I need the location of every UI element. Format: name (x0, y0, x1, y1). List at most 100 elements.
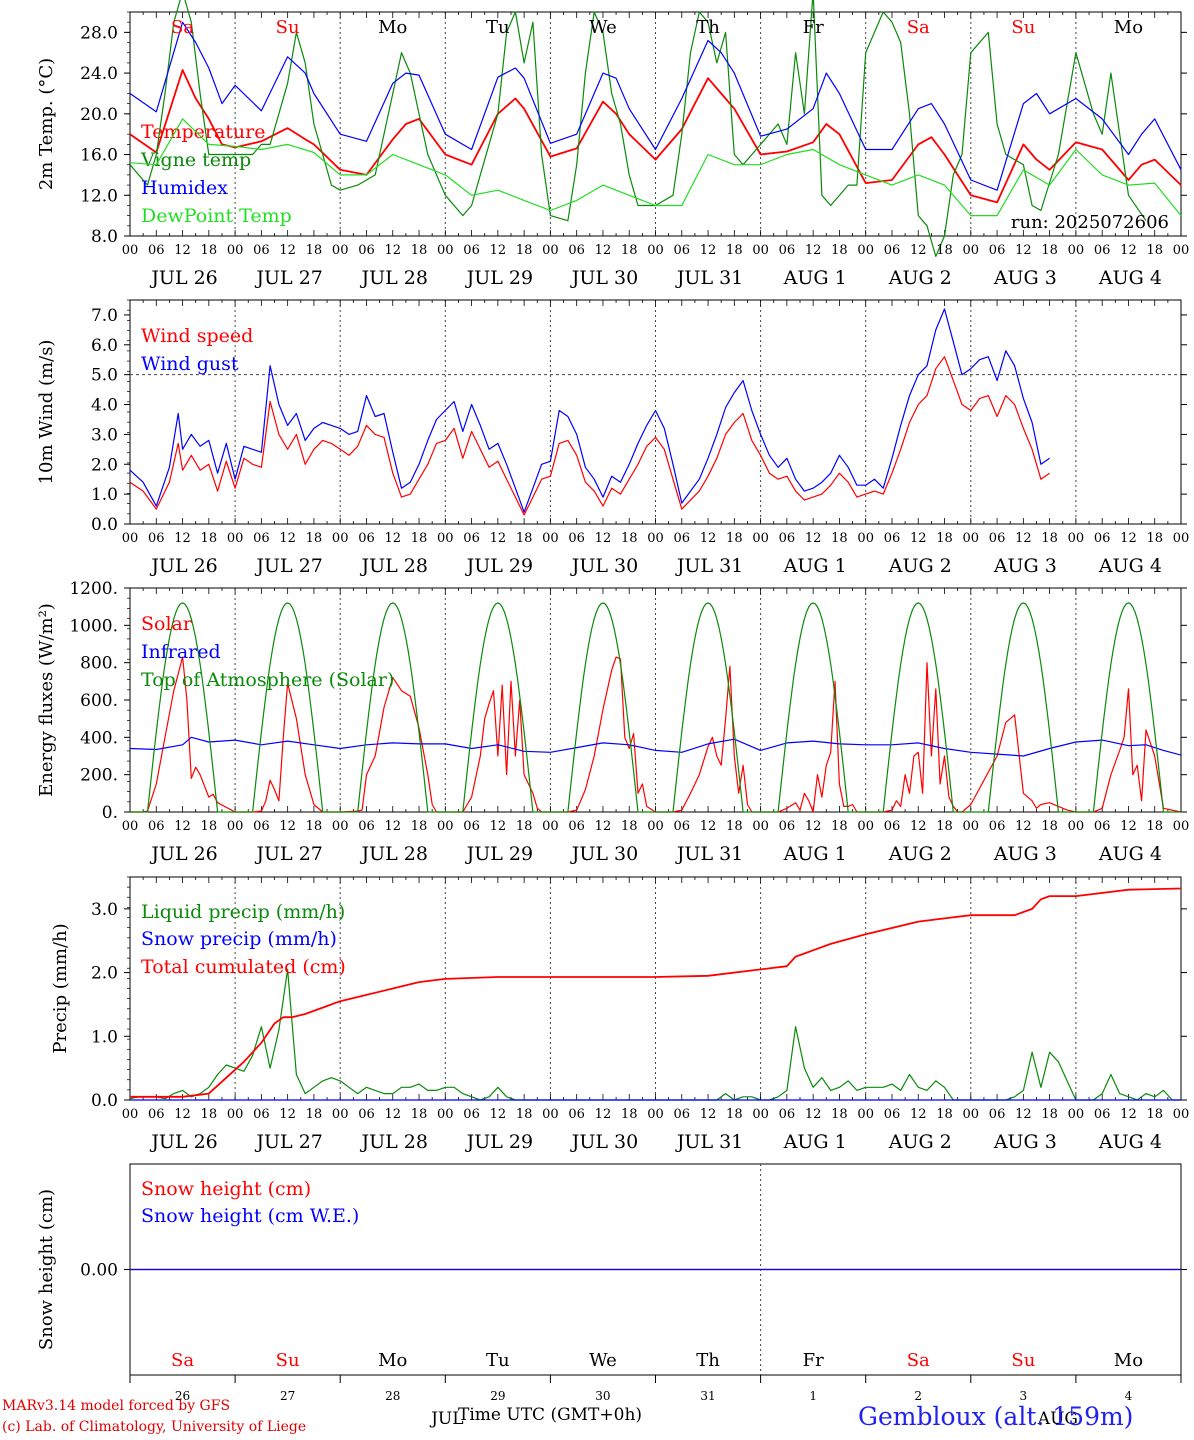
hour-tick-label: 06 (1094, 243, 1111, 258)
hour-tick-label: 06 (1094, 531, 1111, 546)
hour-tick-label: 12 (279, 1107, 296, 1122)
hour-tick-label: 12 (1120, 531, 1137, 546)
y-tick-label: 1200. (69, 579, 118, 599)
hour-tick-label: 06 (358, 531, 375, 546)
hour-tick-label: 18 (516, 531, 533, 546)
hour-tick-label: 12 (279, 531, 296, 546)
date-label: JUL 26 (149, 843, 217, 865)
hour-tick-label: 00 (122, 1107, 139, 1122)
hour-tick-label: 18 (201, 1107, 218, 1122)
y-tick-label: 16.0 (80, 146, 118, 166)
legend-entry: Snow precip (mm/h) (141, 928, 337, 950)
hour-tick-label: 06 (779, 819, 796, 834)
hour-tick-label: 18 (936, 819, 953, 834)
series-line-liquid-precip-mm-h- (129, 968, 1181, 1101)
hour-tick-label: 06 (989, 243, 1006, 258)
y-tick-label: 800. (80, 654, 118, 674)
date-label: JUL 28 (360, 267, 428, 289)
series-line-infrared (129, 736, 1182, 757)
hour-tick-label: 06 (253, 819, 270, 834)
hour-tick-label: 18 (411, 819, 428, 834)
hour-tick-label: 12 (174, 531, 191, 546)
hour-tick-label: 06 (779, 243, 796, 258)
hour-tick-label: 06 (463, 819, 480, 834)
hour-tick-label: 06 (989, 531, 1006, 546)
hour-tick-label: 06 (463, 1107, 480, 1122)
legend-entry: Vigne temp (140, 149, 251, 171)
hour-tick-label: 00 (752, 819, 769, 834)
hour-tick-label: 12 (384, 819, 401, 834)
day-number-label: 29 (490, 1389, 505, 1403)
weekday-label: Mo (1114, 17, 1143, 38)
hour-tick-label: 00 (1173, 1107, 1190, 1122)
y-axis-title: 2m Temp. (°C) (36, 58, 57, 190)
date-label: JUL 27 (254, 1131, 322, 1153)
day-number-label: 2 (914, 1389, 922, 1403)
hour-tick-label: 00 (857, 243, 874, 258)
y-tick-label: 0. (102, 803, 118, 823)
hour-tick-label: 18 (306, 243, 323, 258)
y-tick-label: 600. (80, 691, 118, 711)
hour-tick-label: 12 (1015, 819, 1032, 834)
hour-tick-label: 00 (332, 1107, 349, 1122)
hour-tick-label: 06 (989, 819, 1006, 834)
hour-tick-label: 18 (726, 1107, 743, 1122)
hour-tick-label: 18 (1146, 819, 1163, 834)
hour-tick-label: 00 (437, 243, 454, 258)
legend-entry: Liquid precip (mm/h) (141, 901, 345, 923)
weekday-label: Su (1011, 1350, 1035, 1371)
hour-tick-label: 18 (621, 531, 638, 546)
hour-tick-label: 12 (700, 819, 717, 834)
date-label: AUG 1 (783, 1131, 847, 1153)
date-label: AUG 1 (783, 843, 847, 865)
y-tick-label: 8.0 (91, 227, 118, 247)
series-line-temperature (129, 69, 1182, 204)
legend-entry: Wind gust (141, 353, 239, 375)
hour-tick-label: 06 (779, 1107, 796, 1122)
hour-tick-label: 06 (674, 1107, 691, 1122)
hour-tick-label: 18 (1146, 243, 1163, 258)
y-tick-label: 6.0 (91, 336, 118, 356)
hour-tick-label: 18 (411, 1107, 428, 1122)
hour-tick-label: 00 (963, 819, 980, 834)
date-label: JUL 29 (465, 1131, 533, 1153)
y-tick-label: 0.0 (91, 515, 118, 535)
date-label: JUL 28 (360, 843, 428, 865)
hour-tick-label: 06 (1094, 1107, 1111, 1122)
hour-tick-label: 06 (148, 819, 165, 834)
legend-entry: Wind speed (141, 325, 253, 347)
hour-tick-label: 12 (805, 819, 822, 834)
y-tick-label: 2.0 (91, 455, 118, 475)
hour-tick-label: 06 (253, 243, 270, 258)
hour-tick-label: 18 (306, 1107, 323, 1122)
hour-tick-label: 00 (227, 531, 244, 546)
y-tick-label: 4.0 (91, 396, 118, 416)
hour-tick-label: 00 (227, 243, 244, 258)
legend-entry: Snow height (cm W.E.) (141, 1205, 359, 1227)
hour-tick-label: 00 (542, 1107, 559, 1122)
y-axis-title: Precip (mm/h) (50, 923, 71, 1053)
day-number-label: 27 (280, 1389, 295, 1403)
series-line-dewpoint-temp (129, 118, 1182, 217)
date-label: JUL 27 (254, 267, 322, 289)
hour-tick-label: 00 (647, 243, 664, 258)
hour-tick-label: 12 (1120, 243, 1137, 258)
hour-tick-label: 00 (857, 1107, 874, 1122)
hour-tick-label: 00 (227, 1107, 244, 1122)
hour-tick-label: 18 (1041, 531, 1058, 546)
footer-model-credit: MARv3.14 model forced by GFS (2, 1398, 231, 1414)
weekday-label: Fr (803, 1350, 824, 1371)
date-label: JUL 26 (149, 555, 217, 577)
y-tick-label: 7.0 (91, 306, 118, 326)
hour-tick-label: 06 (253, 1107, 270, 1122)
day-number-label: 31 (700, 1389, 715, 1403)
date-label: AUG 4 (1098, 267, 1162, 289)
hour-tick-label: 00 (437, 819, 454, 834)
hour-tick-label: 12 (805, 243, 822, 258)
day-number-label: 1 (809, 1389, 817, 1403)
hour-tick-label: 18 (1146, 1107, 1163, 1122)
y-tick-label: 1.0 (91, 485, 118, 505)
date-label: AUG 2 (888, 843, 952, 865)
hour-tick-label: 18 (411, 531, 428, 546)
